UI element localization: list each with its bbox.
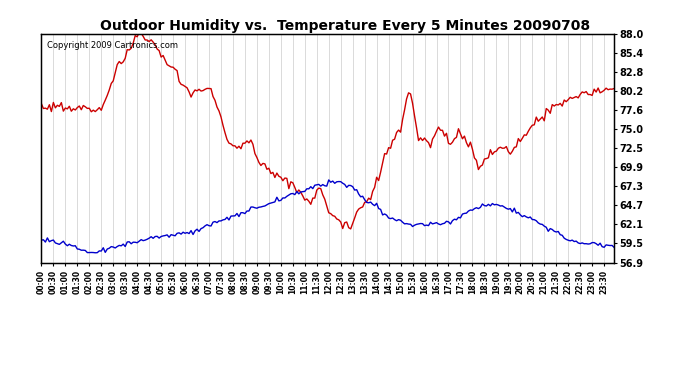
- Text: Outdoor Humidity vs.  Temperature Every 5 Minutes 20090708: Outdoor Humidity vs. Temperature Every 5…: [100, 19, 590, 33]
- Text: Copyright 2009 Cartronics.com: Copyright 2009 Cartronics.com: [47, 40, 178, 50]
